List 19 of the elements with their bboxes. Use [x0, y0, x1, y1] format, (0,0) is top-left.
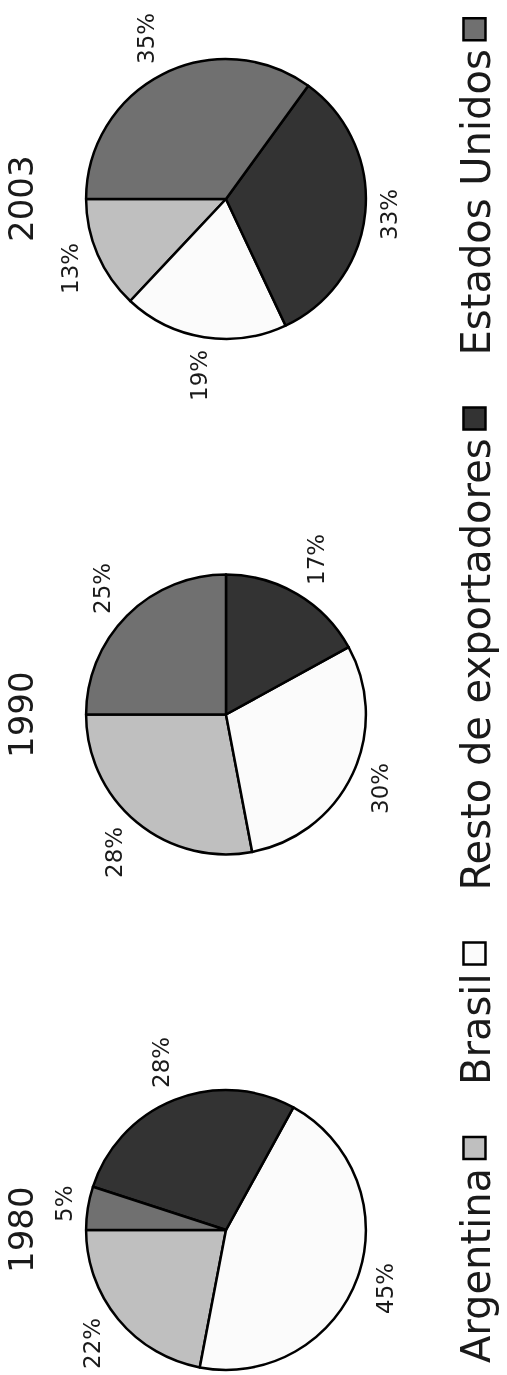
data-label: 35%	[133, 12, 159, 64]
data-label: 33%	[376, 188, 402, 240]
legend-label: Resto de exportadores	[453, 438, 500, 891]
data-label: 28%	[101, 826, 127, 878]
legend-label: Brasil	[453, 973, 500, 1085]
data-label: 45%	[372, 1262, 398, 1314]
slice-label: 1990	[1, 671, 41, 758]
slice-label: 1980	[1, 1186, 41, 1273]
data-label: 5%	[51, 1185, 77, 1222]
data-label: 25%	[89, 562, 115, 614]
legend-label: Argentina	[453, 1167, 500, 1363]
legend-label: Estados Unidos	[453, 49, 500, 356]
slice-label: 2003	[1, 155, 41, 242]
data-label: 17%	[303, 533, 329, 585]
data-label: 19%	[186, 349, 212, 401]
data-label: 13%	[57, 242, 83, 294]
data-label: 30%	[367, 762, 393, 814]
data-label: 22%	[79, 1317, 105, 1369]
data-label: 28%	[148, 1036, 174, 1088]
